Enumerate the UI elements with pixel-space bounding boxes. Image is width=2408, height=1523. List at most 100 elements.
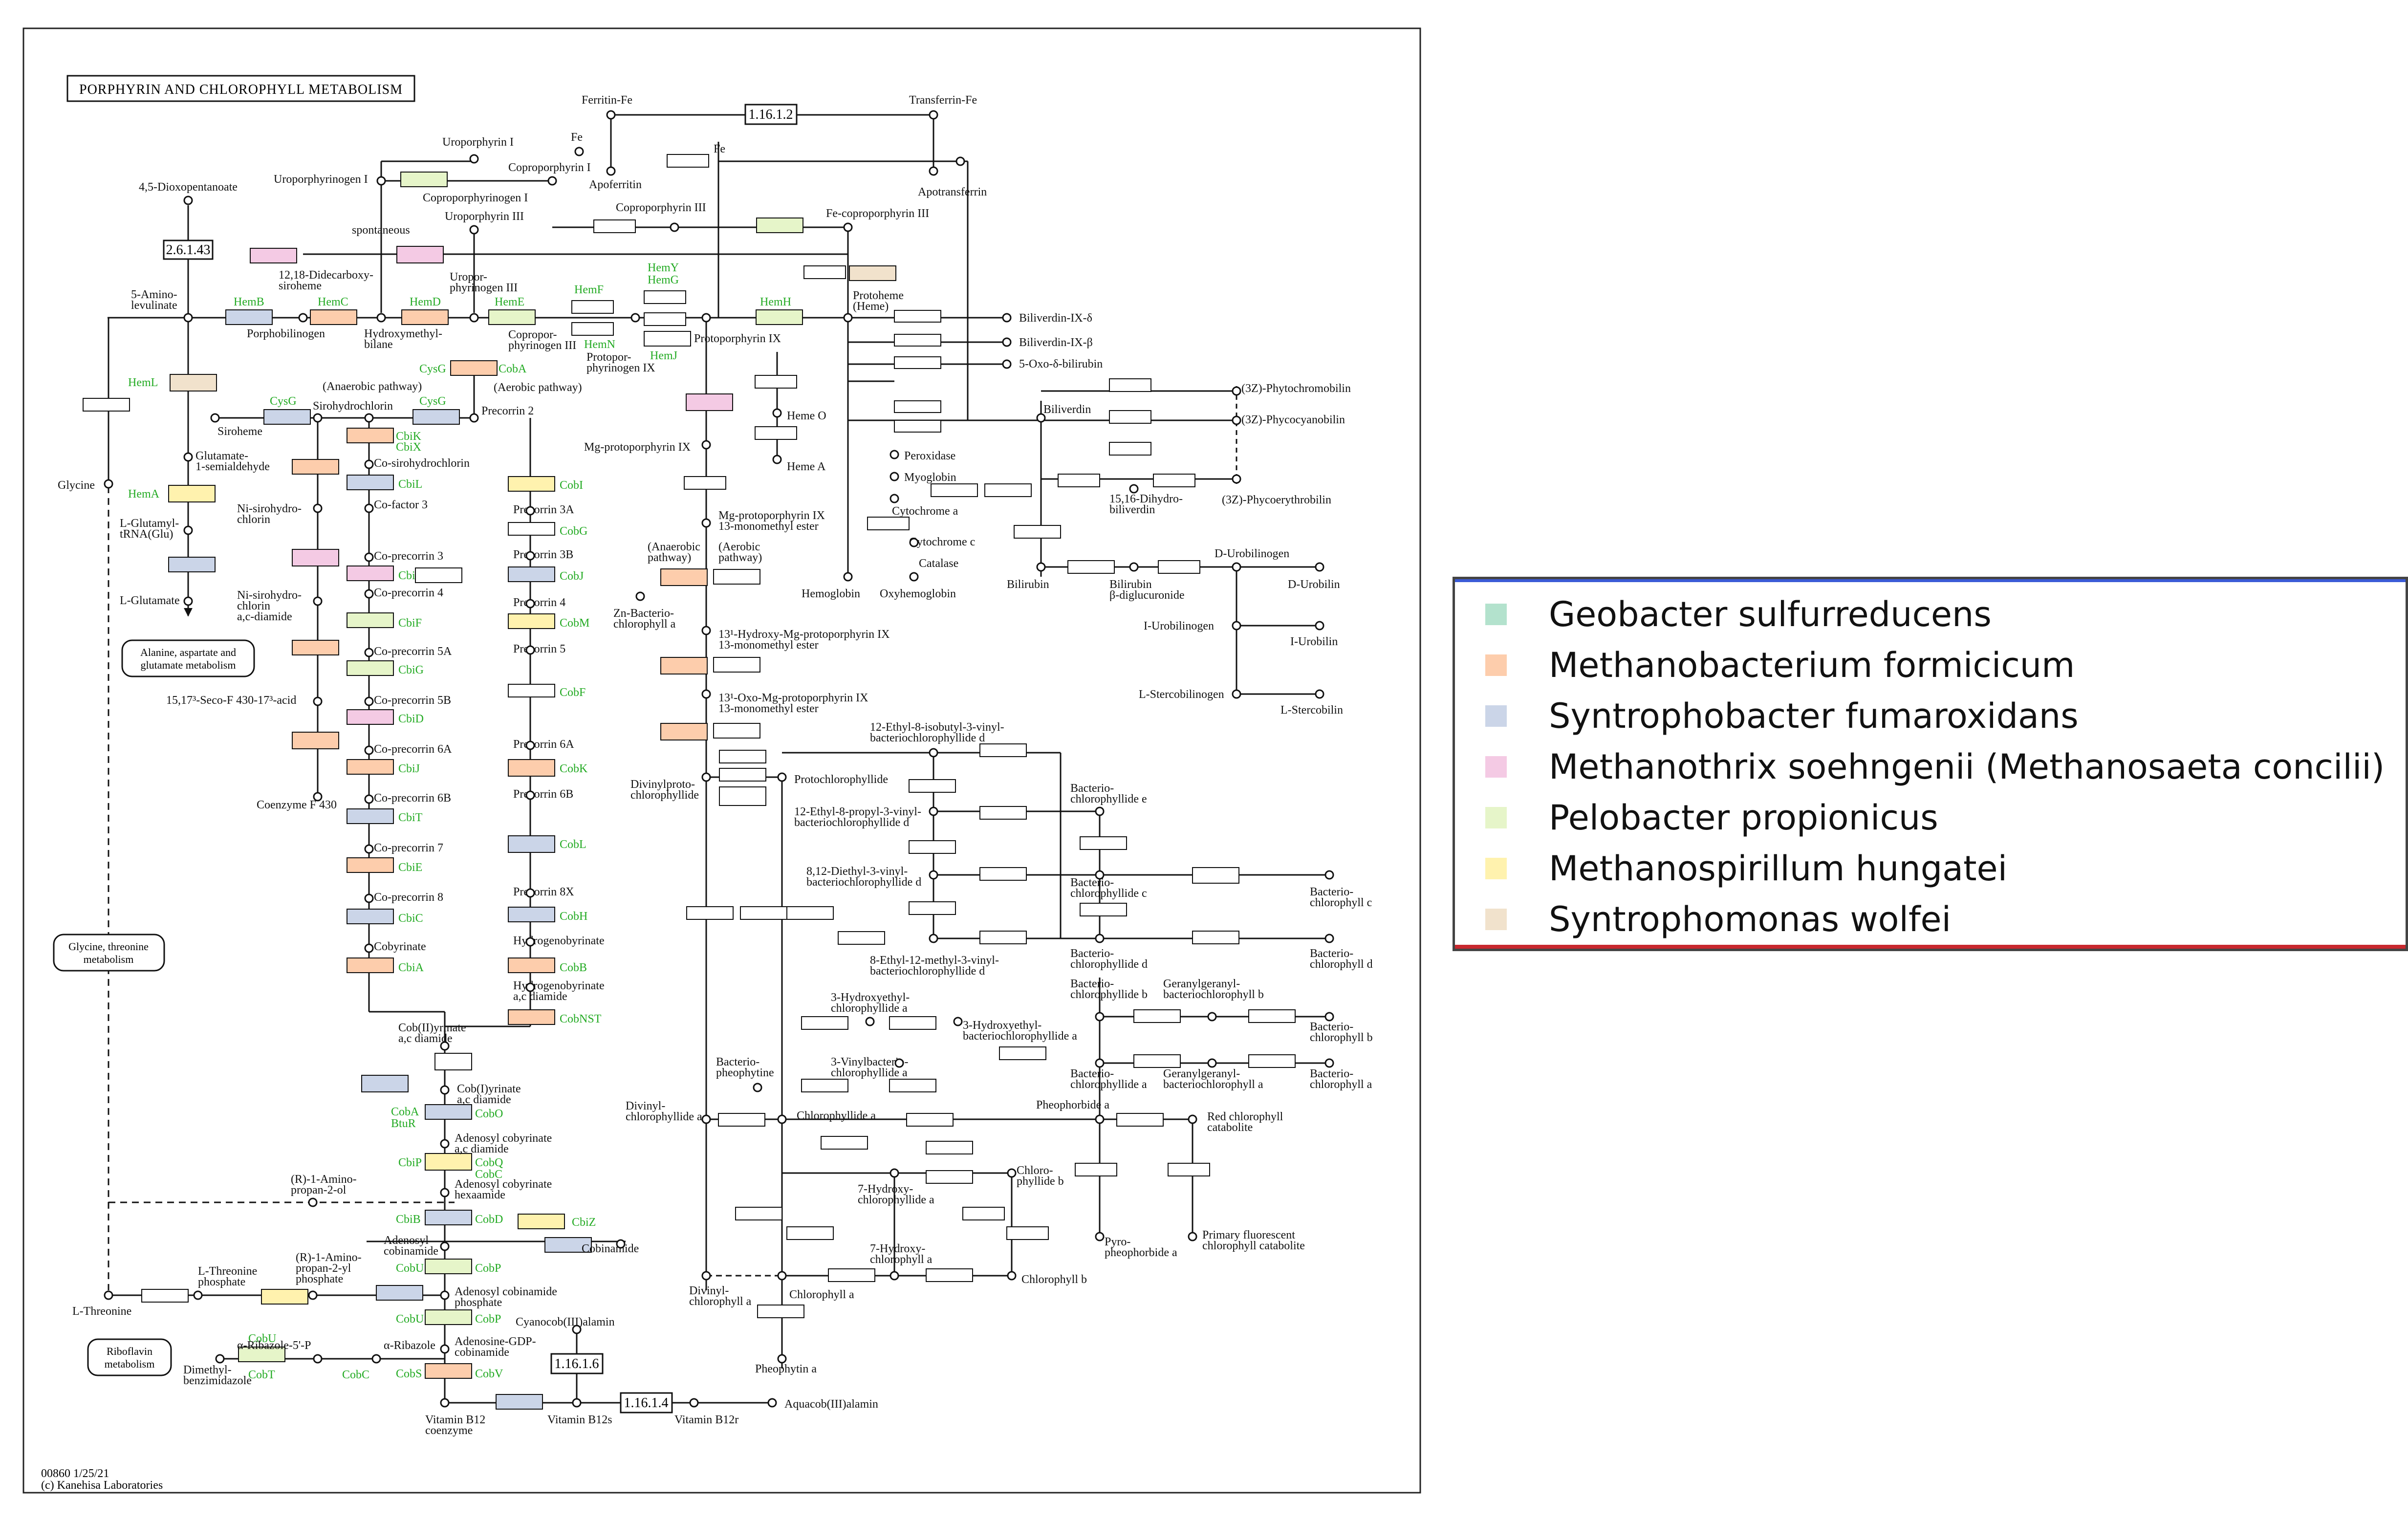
svg-text:(3Z)-Phycocyanobilin: (3Z)-Phycocyanobilin [1241,413,1345,426]
svg-text:Apoferritin: Apoferritin [589,178,642,191]
map-link-alanine[interactable]: Alanine, aspartate and [140,646,236,658]
ec-2-6-1-43[interactable]: 2.6.1.43 [166,242,211,258]
svg-text:Biliverdin-IX-δ: Biliverdin-IX-δ [1019,312,1092,325]
legend-item-syntrophomonas: Syntrophomonas wolfei [1455,894,2406,945]
svg-text:Protopor-: Protopor- [586,351,631,364]
svg-text:Hemoglobin: Hemoglobin [802,587,860,600]
svg-text:CobP: CobP [475,1262,501,1275]
svg-text:phosphate: phosphate [455,1296,502,1309]
species-legend: Geobacter sulfurreducens Methanobacteriu… [1453,577,2408,951]
svg-text:Co-precorrin 3: Co-precorrin 3 [374,550,443,563]
svg-text:Biliverdin: Biliverdin [1043,403,1091,416]
svg-text:Bacterio-: Bacterio- [1310,886,1353,898]
ec-1-16-1-6[interactable]: 1.16.1.6 [555,1356,599,1371]
small-ec-boxes [83,154,1296,1318]
svg-text:CobP: CobP [475,1313,501,1326]
ec-1-16-1-4[interactable]: 1.16.1.4 [624,1395,669,1411]
svg-text:CbiL: CbiL [398,478,422,491]
svg-text:Bacterio-: Bacterio- [1070,1067,1114,1080]
svg-text:Coproporphyrin III: Coproporphyrin III [616,201,706,214]
svg-text:bacteriochlorophyllide d: bacteriochlorophyllide d [870,965,985,978]
legend-swatch-syntrophobacter [1485,705,1507,727]
svg-text:propan-2-yl: propan-2-yl [296,1262,351,1275]
svg-text:Co-factor 3: Co-factor 3 [374,499,428,511]
enzyme-boxes [168,172,896,1410]
legend-item-geobacter: Geobacter sulfurreducens [1455,589,2406,640]
svg-text:CobC: CobC [475,1168,502,1181]
svg-text:Uroporphyrin III: Uroporphyrin III [445,210,524,223]
svg-text:HemE: HemE [495,296,524,308]
svg-text:coenzyme: coenzyme [425,1424,473,1437]
svg-text:Co-sirohydrochlorin: Co-sirohydrochlorin [374,457,470,470]
ec-1-16-1-2[interactable]: 1.16.1.2 [749,107,793,122]
svg-text:CobK: CobK [560,762,588,775]
svg-text:spontaneous: spontaneous [352,224,410,237]
legend-swatch-syntrophomonas [1485,909,1507,930]
map-link-riboflavin[interactable]: Riboflavin [107,1345,152,1357]
svg-text:Coenzyme F 430: Coenzyme F 430 [257,799,337,811]
map-link-glycine[interactable]: Glycine, threonine [68,940,149,953]
svg-text:Vitamin B12: Vitamin B12 [425,1414,485,1426]
svg-text:L-Stercobilinogen: L-Stercobilinogen [1139,688,1224,701]
svg-text:15,17³-Seco-F 430-17³-acid: 15,17³-Seco-F 430-17³-acid [166,694,296,707]
svg-text:HemG: HemG [648,274,679,286]
svg-text:Bilirubin: Bilirubin [1007,578,1049,591]
svg-text:Copropor-: Copropor- [508,328,557,341]
svg-text:Heme O: Heme O [787,410,826,422]
svg-text:13-monomethyl ester: 13-monomethyl ester [718,702,819,715]
svg-text:Fe: Fe [571,131,583,144]
svg-text:8-Ethyl-12-methyl-3-vinyl-: 8-Ethyl-12-methyl-3-vinyl- [870,954,999,967]
svg-text:levulinate: levulinate [131,299,177,312]
svg-text:CobV: CobV [475,1368,503,1380]
svg-text:Mg-protoporphyrin IX: Mg-protoporphyrin IX [718,509,825,522]
svg-text:Precorrin 4: Precorrin 4 [513,596,565,609]
svg-text:Bacterio-: Bacterio- [1310,1021,1353,1033]
svg-text:(R)-1-Amino-: (R)-1-Amino- [291,1173,357,1186]
svg-text:13¹-Oxo-Mg-protoporphyrin IX: 13¹-Oxo-Mg-protoporphyrin IX [718,692,868,704]
svg-text:chlorophyllide a: chlorophyllide a [831,1002,908,1015]
svg-text:Bilirubin: Bilirubin [1109,578,1152,591]
svg-text:I-Urobilin: I-Urobilin [1290,635,1338,648]
legend-label-geobacter: Geobacter sulfurreducens [1549,594,1992,634]
svg-text:Heme A: Heme A [787,460,826,473]
svg-text:L-Glutamyl-: L-Glutamyl- [120,517,179,530]
legend-item-methanobacterium: Methanobacterium formicicum [1455,640,2406,691]
svg-text:CobS: CobS [396,1368,422,1380]
svg-text:Bacterio-: Bacterio- [1070,782,1114,795]
svg-text:pheophytine: pheophytine [716,1066,774,1079]
svg-text:cobinamide: cobinamide [455,1346,509,1359]
svg-text:Precorrin 6A: Precorrin 6A [513,738,574,751]
svg-text:CbiX: CbiX [396,441,421,454]
svg-text:Transferrin-Fe: Transferrin-Fe [909,94,977,107]
svg-text:Divinylproto-: Divinylproto- [630,778,695,791]
svg-text:Glutamate-: Glutamate- [195,450,248,462]
svg-text:Divinyl-: Divinyl- [689,1284,729,1297]
legend-swatch-methanothrix [1485,756,1507,778]
svg-text:phyrinogen III: phyrinogen III [450,282,518,294]
svg-text:HemF: HemF [574,283,604,296]
svg-text:bacteriochlorophyll b: bacteriochlorophyll b [1163,988,1264,1001]
svg-text:tRNA(Glu): tRNA(Glu) [120,528,173,541]
svg-text:Hydroxymethyl-: Hydroxymethyl- [364,327,442,340]
svg-text:CobI: CobI [560,479,583,492]
svg-text:phyrinogen III: phyrinogen III [508,339,576,352]
svg-text:CobA: CobA [499,363,527,375]
svg-text:chlorophyllide a: chlorophyllide a [831,1066,908,1079]
svg-text:Pheophorbide a: Pheophorbide a [1036,1099,1109,1111]
svg-text:CobO: CobO [475,1108,503,1120]
svg-text:L-Threonine: L-Threonine [198,1265,257,1278]
pathway-edges [108,114,1329,1404]
svg-text:Fe-coproporphyrin III: Fe-coproporphyrin III [826,207,929,220]
svg-text:CysG: CysG [419,395,446,408]
legend-item-pelobacter: Pelobacter propionicus [1455,792,2406,843]
svg-text:Mg-protoporphyrin IX: Mg-protoporphyrin IX [584,441,691,454]
svg-text:7-Hydroxy-: 7-Hydroxy- [870,1242,925,1255]
svg-text:5-Amino-: 5-Amino- [131,288,177,301]
svg-text:Siroheme: Siroheme [217,425,262,438]
svg-text:HemD: HemD [410,296,441,308]
svg-text:5-Oxo-δ-bilirubin: 5-Oxo-δ-bilirubin [1019,358,1103,370]
svg-text:Geranylgeranyl-: Geranylgeranyl- [1163,1067,1240,1080]
svg-text:CobU: CobU [248,1332,276,1345]
svg-text:Pyro-: Pyro- [1105,1236,1130,1248]
svg-text:chlorophyllide e: chlorophyllide e [1070,793,1147,805]
